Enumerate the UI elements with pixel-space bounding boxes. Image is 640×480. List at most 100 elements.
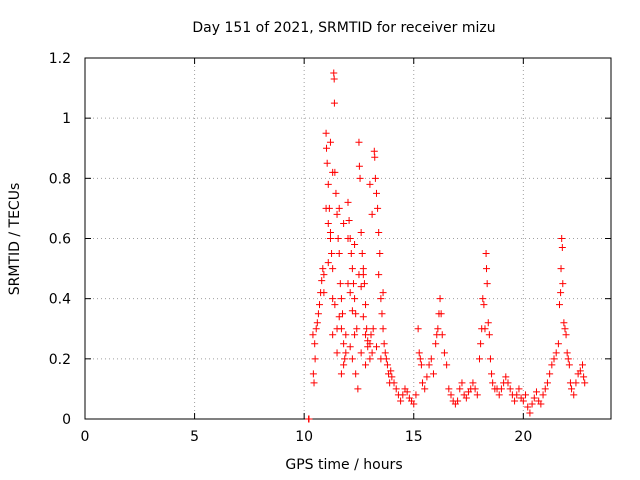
data-point [340, 361, 348, 369]
data-point [330, 99, 338, 107]
data-point [555, 301, 563, 309]
data-point [482, 250, 490, 258]
data-point [390, 379, 398, 387]
data-point [576, 367, 584, 375]
data-point [419, 379, 427, 387]
data-point [570, 391, 578, 399]
x-tick-label: 15 [405, 429, 423, 445]
data-point [319, 265, 327, 273]
data-point [568, 385, 576, 393]
data-point [543, 379, 551, 387]
data-point [554, 340, 562, 348]
data-point [515, 385, 523, 393]
data-point [462, 394, 470, 402]
data-point [388, 373, 396, 381]
x-axis-label: GPS time / hours [285, 457, 402, 473]
data-point [331, 301, 339, 309]
data-point [353, 325, 361, 333]
data-point [437, 310, 445, 318]
data-point [370, 147, 378, 155]
data-point [374, 204, 382, 212]
data-point [324, 259, 332, 267]
data-point [495, 391, 503, 399]
data-point [379, 289, 387, 297]
data-point [320, 289, 328, 297]
data-point [380, 340, 388, 348]
data-point [502, 373, 510, 381]
data-point [506, 385, 514, 393]
data-point [322, 204, 330, 212]
data-point [337, 295, 345, 303]
data-point [309, 370, 317, 378]
data-point [329, 295, 337, 303]
data-point [351, 331, 359, 339]
data-point [561, 325, 569, 333]
data-point [483, 265, 491, 273]
data-point [410, 400, 418, 408]
data-point [355, 162, 363, 170]
data-point [519, 397, 527, 405]
data-point [326, 138, 334, 146]
data-point [357, 349, 365, 357]
data-point [375, 271, 383, 279]
data-point [359, 265, 367, 273]
data-point [354, 385, 362, 393]
data-point [381, 349, 389, 357]
data-point [541, 385, 549, 393]
data-point [414, 325, 422, 333]
data-point [473, 391, 481, 399]
data-point [485, 331, 493, 339]
data-point [476, 355, 483, 363]
data-point [312, 325, 320, 333]
data-point [479, 295, 487, 303]
data-point [397, 397, 405, 405]
grid [85, 58, 611, 419]
data-point [558, 244, 566, 252]
x-tick-label: 10 [295, 429, 313, 445]
data-point [357, 228, 365, 236]
data-point [333, 349, 341, 357]
data-point [366, 355, 374, 363]
data-point [403, 388, 411, 396]
data-point [440, 349, 448, 357]
data-point [377, 355, 385, 363]
data-point [346, 289, 354, 297]
data-points [305, 69, 589, 423]
data-point [341, 355, 349, 363]
data-point [417, 361, 425, 369]
data-point [489, 379, 497, 387]
data-point [372, 189, 380, 197]
data-point [378, 310, 386, 318]
data-point [483, 280, 491, 288]
data-point [352, 370, 360, 378]
y-axis-label: SRMTID / TECUs [7, 183, 23, 296]
data-point [320, 271, 328, 279]
data-point [337, 325, 345, 333]
data-point [329, 331, 337, 339]
data-point [559, 280, 567, 288]
data-point [310, 379, 318, 387]
data-point [392, 385, 400, 393]
data-point [334, 235, 342, 242]
data-point [379, 325, 387, 333]
data-point [332, 189, 340, 197]
data-point [344, 235, 352, 242]
data-point [372, 343, 380, 351]
data-point [355, 138, 363, 146]
data-point [360, 280, 368, 288]
data-point [563, 349, 571, 357]
y-tick-label: 0.4 [49, 292, 71, 308]
data-point [371, 153, 379, 161]
data-point [356, 174, 364, 182]
data-point [528, 400, 536, 408]
data-point [557, 265, 565, 273]
data-point [550, 355, 558, 363]
data-point [558, 235, 566, 242]
data-point [348, 265, 356, 273]
data-point [427, 355, 435, 363]
data-point [562, 331, 570, 339]
data-point [565, 361, 573, 369]
data-point [560, 319, 568, 327]
data-point [314, 310, 322, 318]
